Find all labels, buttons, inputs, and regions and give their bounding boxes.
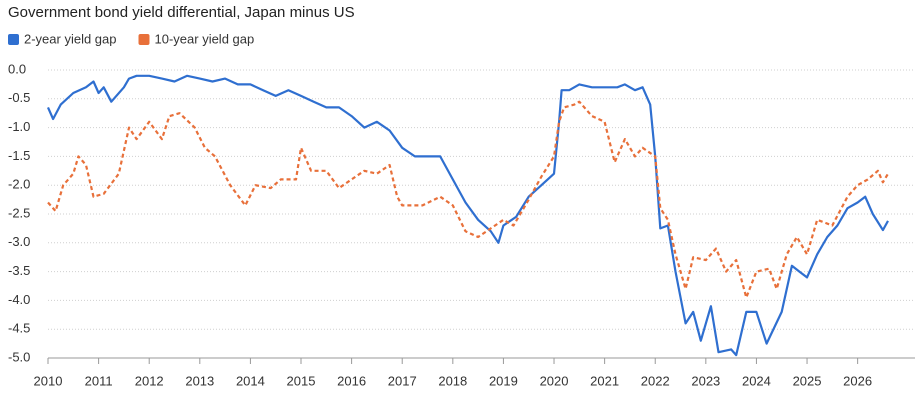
x-tick-label: 2017 bbox=[388, 373, 417, 388]
y-tick-label: -4.5 bbox=[8, 321, 30, 336]
series-line bbox=[47, 100, 889, 299]
x-tick-label: 2016 bbox=[337, 373, 366, 388]
y-tick-label: -5.0 bbox=[8, 349, 30, 364]
x-tick-label: 2024 bbox=[742, 373, 771, 388]
y-tick-label: -1.0 bbox=[8, 119, 30, 134]
y-tick-label: -2.0 bbox=[8, 177, 30, 192]
legend-label: 10-year yield gap bbox=[155, 31, 255, 46]
x-tick-label: 2018 bbox=[438, 373, 467, 388]
legend-swatch bbox=[8, 34, 19, 45]
y-tick-label: -1.5 bbox=[8, 148, 30, 163]
x-tick-label: 2026 bbox=[843, 373, 872, 388]
y-tick-label: -3.5 bbox=[8, 263, 30, 278]
x-tick-label: 2013 bbox=[185, 373, 214, 388]
x-tick-label: 2012 bbox=[135, 373, 164, 388]
y-tick-label: 0.0 bbox=[8, 61, 26, 76]
x-tick-label: 2021 bbox=[590, 373, 619, 388]
x-tick-label: 2010 bbox=[34, 373, 63, 388]
y-tick-label: -4.0 bbox=[8, 292, 30, 307]
x-tick-label: 2020 bbox=[540, 373, 569, 388]
x-tick-label: 2022 bbox=[641, 373, 670, 388]
y-tick-label: -0.5 bbox=[8, 90, 30, 105]
y-tick-label: -3.0 bbox=[8, 234, 30, 249]
legend-label: 2-year yield gap bbox=[24, 31, 117, 46]
x-tick-label: 2019 bbox=[489, 373, 518, 388]
x-tick-label: 2011 bbox=[85, 373, 113, 388]
series-line bbox=[46, 74, 889, 357]
x-tick-label: 2015 bbox=[287, 373, 316, 388]
chart-title: Government bond yield differential, Japa… bbox=[8, 4, 355, 21]
x-tick-label: 2023 bbox=[691, 373, 720, 388]
x-tick-label: 2025 bbox=[793, 373, 822, 388]
y-tick-label: -2.5 bbox=[8, 205, 30, 220]
x-tick-label: 2014 bbox=[236, 373, 265, 388]
legend-swatch bbox=[138, 34, 150, 45]
